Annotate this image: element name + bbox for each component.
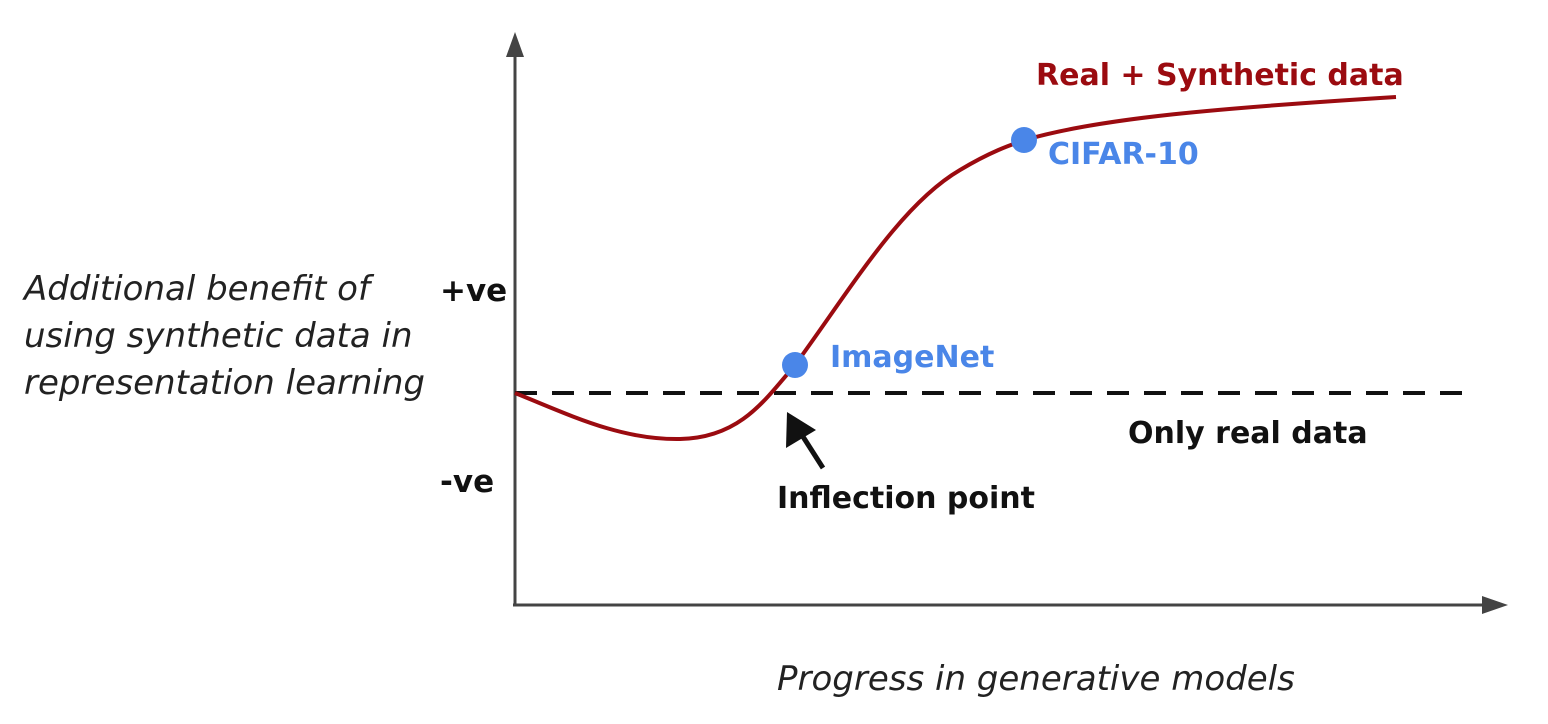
cifar10-label: CIFAR-10	[1048, 137, 1199, 172]
imagenet-point	[782, 352, 808, 378]
y-axis-label-line-3: representation learning	[24, 363, 425, 403]
y-axis-arrowhead	[506, 32, 524, 57]
inflection-arrow-head	[786, 412, 816, 448]
real-synthetic-curve	[514, 95, 1397, 442]
y-axis-label-line-1: Additional benefit of	[22, 269, 375, 309]
inflection-label: Inflection point	[777, 481, 1035, 516]
tick-negative-label: -ve	[440, 464, 494, 500]
x-axis-arrowhead	[1482, 596, 1508, 614]
cifar10-point	[1011, 127, 1037, 153]
inflection-arrow-shaft	[797, 430, 826, 470]
curve-label: Real + Synthetic data	[1036, 58, 1404, 93]
tick-positive-label: +ve	[440, 273, 507, 309]
x-axis-label: Progress in generative models	[777, 659, 1295, 699]
imagenet-label: ImageNet	[830, 340, 994, 375]
baseline-label: Only real data	[1128, 416, 1368, 451]
y-axis-label-line-2: using synthetic data in	[24, 316, 413, 356]
